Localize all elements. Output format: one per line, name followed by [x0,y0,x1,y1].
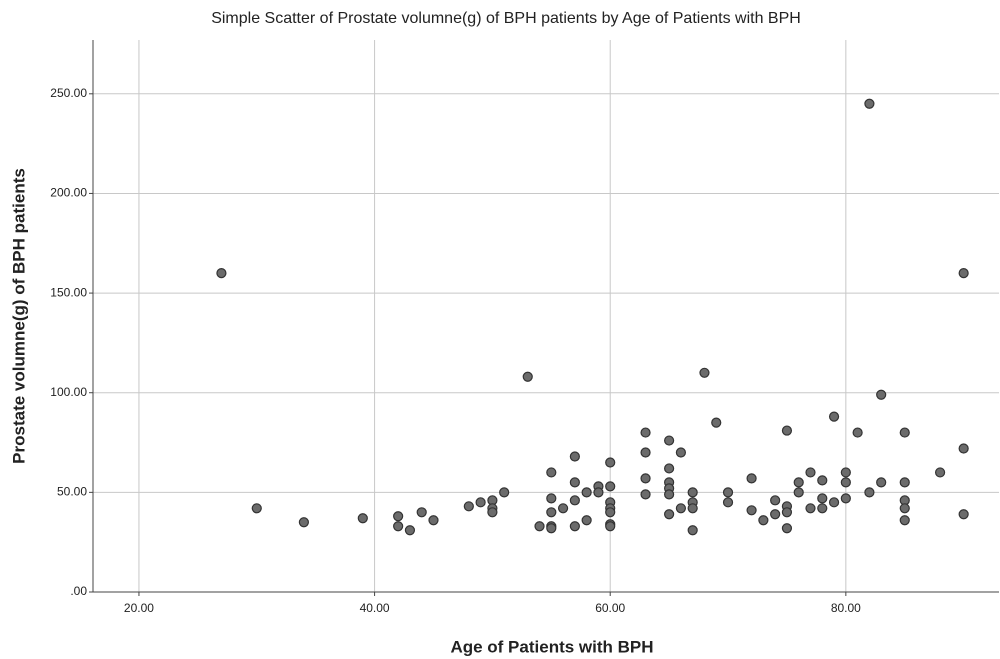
x-tick-label: 80.00 [831,601,861,615]
point [499,487,510,498]
point [546,523,557,534]
x-tick-label: 40.00 [360,601,390,615]
y-tick-label: .00 [70,584,87,598]
point [675,447,686,458]
point [546,467,557,478]
point [805,467,816,478]
point [687,503,698,514]
point [817,475,828,486]
point [699,367,710,378]
y-tick-label: 250.00 [50,86,87,100]
point [569,451,580,462]
point [840,467,851,478]
point [805,503,816,514]
point [605,457,616,468]
point [251,503,262,514]
y-tick-label: 200.00 [50,186,87,200]
point [404,525,416,536]
x-tick-label: 60.00 [595,601,625,615]
point [687,487,698,498]
point [899,515,910,526]
point [664,509,675,520]
point [416,507,427,518]
point [840,477,851,488]
point [746,505,757,516]
y-axis-title: Prostate volumne(g) of BPH patients [9,168,28,464]
point [746,473,757,484]
point [958,509,969,520]
point [958,268,969,279]
point [546,493,557,504]
point [876,477,887,488]
point [640,447,651,458]
point [605,507,616,518]
point [840,493,851,504]
point [876,389,887,400]
point [640,427,651,438]
point [605,521,616,532]
point [581,487,592,498]
point [522,371,533,382]
point [828,411,840,422]
point [864,487,875,498]
point [357,513,368,524]
point [722,487,734,498]
grid [93,40,999,593]
point [569,495,580,506]
point [899,503,910,514]
point [852,427,863,438]
point [593,487,604,498]
y-tick-label: 150.00 [50,285,87,299]
point [664,489,675,500]
point [864,98,875,109]
point [899,427,910,438]
point [934,467,946,478]
point [781,425,793,436]
point [534,521,545,532]
point [581,515,592,526]
points [216,98,969,536]
point [793,487,804,498]
point [475,497,486,508]
point [428,515,439,526]
point [298,517,309,528]
point [569,521,580,532]
point [817,503,828,514]
y-tick-label: 100.00 [50,385,87,399]
point [640,489,651,500]
point [793,477,804,488]
y-tick-label: 50.00 [57,485,87,499]
point [711,417,722,428]
point [899,477,910,488]
x-axis-title: Age of Patients with BPH [450,637,653,656]
point [817,493,828,504]
point [687,525,698,536]
point [569,477,580,488]
point [393,511,404,522]
point [770,495,781,506]
point [770,509,781,520]
point [664,435,675,446]
point [487,507,498,518]
point [216,268,227,279]
point [605,481,616,492]
point [393,521,404,532]
point [664,463,675,474]
x-tick-label: 20.00 [124,601,154,615]
point [781,507,793,518]
point [781,523,793,534]
chart-title: Simple Scatter of Prostate volumne(g) of… [211,10,801,27]
point [463,501,474,512]
point [722,497,734,508]
point [958,443,969,454]
point [675,503,686,514]
point [557,503,569,514]
point [546,507,557,518]
point [828,497,840,508]
point [640,473,651,484]
point [758,515,769,526]
